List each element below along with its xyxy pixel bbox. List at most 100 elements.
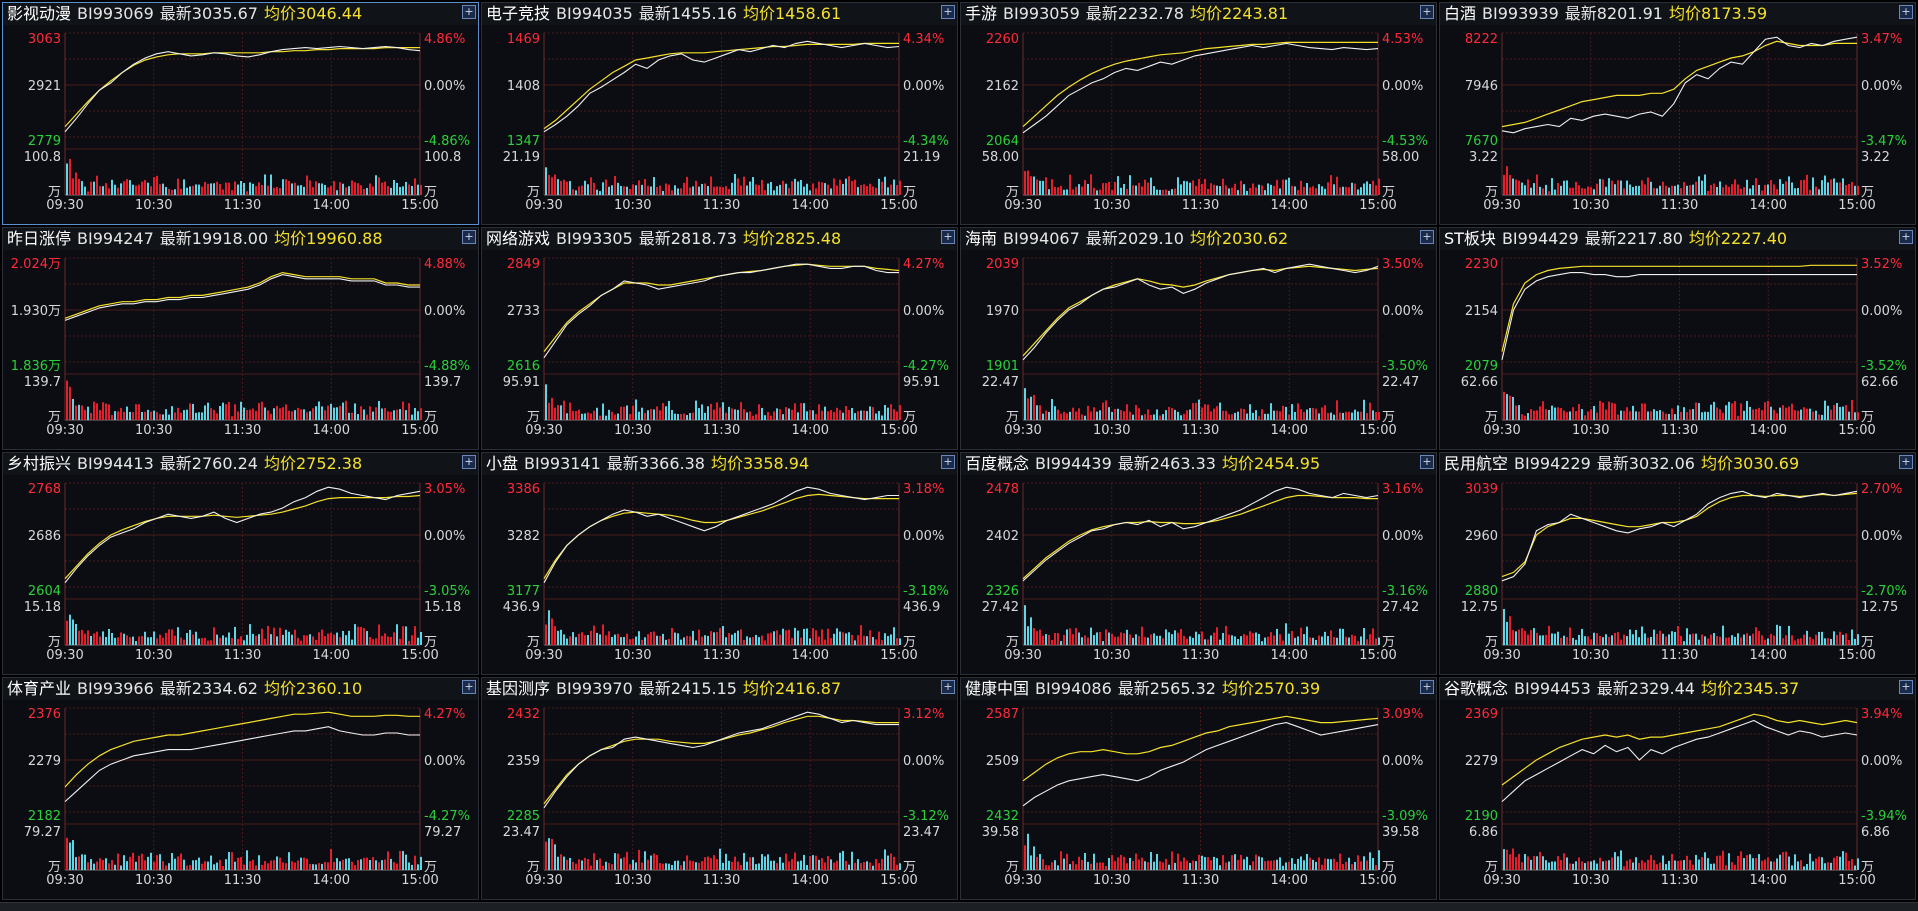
volume-bar bbox=[417, 637, 419, 645]
volume-bar bbox=[381, 636, 383, 645]
volume-bar bbox=[740, 402, 742, 420]
time-tick-label: 11:30 bbox=[1182, 648, 1219, 663]
expand-plus-icon[interactable]: + bbox=[1899, 5, 1913, 19]
volume-bar bbox=[1602, 637, 1604, 645]
volume-bar bbox=[839, 631, 841, 645]
volume-bar bbox=[1060, 413, 1062, 420]
expand-plus-icon[interactable]: + bbox=[941, 230, 955, 244]
sector-panel[interactable]: 手游 BI993059 最新2232.78 均价2243.81 +2260 2162 206… bbox=[960, 2, 1437, 225]
volume-max-label-right: 6.86 bbox=[1861, 825, 1890, 840]
sector-panel[interactable]: 小盘 BI993141 最新3366.38 均价3358.94 +3386 3282 317… bbox=[481, 452, 958, 675]
volume-bar bbox=[620, 185, 622, 195]
volume-bar bbox=[1345, 186, 1347, 195]
sector-panel[interactable]: 谷歌概念 BI994453 最新2329.44 均价2345.37 +2369 2279 2… bbox=[1439, 677, 1916, 900]
sector-panel[interactable]: 民用航空 BI994229 最新3032.06 均价3030.69 +3039 2960 2… bbox=[1439, 452, 1916, 675]
percent-base-label: 0.00% bbox=[424, 529, 465, 544]
expand-plus-icon[interactable]: + bbox=[462, 230, 476, 244]
expand-plus-icon[interactable]: + bbox=[462, 5, 476, 19]
volume-bar bbox=[656, 635, 658, 645]
time-tick-label: 14:00 bbox=[1750, 423, 1787, 438]
expand-plus-icon[interactable]: + bbox=[1899, 680, 1913, 694]
price-low-label: 2616 bbox=[507, 359, 540, 374]
volume-bar bbox=[1339, 628, 1341, 645]
volume-bar bbox=[1641, 403, 1643, 420]
panel-header: 民用航空 BI994229 最新3032.06 均价3030.69 bbox=[1440, 453, 1915, 475]
volume-bar bbox=[1249, 188, 1251, 195]
volume-unit-label: 万 bbox=[1485, 635, 1498, 650]
expand-plus-icon[interactable]: + bbox=[941, 680, 955, 694]
sector-panel[interactable]: 健康中国 BI994086 最新2565.32 均价2570.39 +2587 2509 2… bbox=[960, 677, 1437, 900]
volume-bar bbox=[342, 859, 344, 870]
sector-panel[interactable]: 白酒 BI993939 最新8201.91 均价8173.59 +8222 7946 767… bbox=[1439, 2, 1916, 225]
volume-bar bbox=[1081, 186, 1083, 195]
volume-bar bbox=[1785, 635, 1787, 645]
expand-plus-icon[interactable]: + bbox=[1420, 230, 1434, 244]
volume-bar bbox=[1842, 178, 1844, 195]
sector-panel[interactable]: 基因测序 BI993970 最新2415.15 均价2416.87 +2432 2359 2… bbox=[481, 677, 958, 900]
volume-bar bbox=[1548, 862, 1550, 870]
volume-bar bbox=[545, 841, 547, 870]
volume-bar bbox=[246, 850, 248, 870]
volume-bar bbox=[1620, 850, 1622, 870]
volume-bar bbox=[147, 637, 149, 645]
volume-bar bbox=[848, 864, 850, 870]
time-tick-label: 10:30 bbox=[135, 873, 172, 888]
volume-bar bbox=[653, 853, 655, 870]
volume-bar bbox=[1611, 402, 1613, 420]
volume-bar bbox=[1366, 639, 1368, 645]
volume-bar bbox=[1779, 625, 1781, 645]
sector-panel[interactable]: 乡村振兴 BI994413 最新2760.24 均价2752.38 +2768 2686 2… bbox=[2, 452, 479, 675]
sector-panel[interactable]: 网络游戏 BI993305 最新2818.73 均价2825.48 +2849 2733 2… bbox=[481, 227, 958, 450]
expand-plus-icon[interactable]: + bbox=[462, 680, 476, 694]
volume-bar bbox=[893, 627, 895, 645]
expand-plus-icon[interactable]: + bbox=[462, 455, 476, 469]
volume-bar bbox=[1129, 411, 1131, 420]
volume-bar bbox=[1815, 634, 1817, 645]
expand-plus-icon[interactable]: + bbox=[1899, 455, 1913, 469]
volume-bar bbox=[180, 853, 182, 870]
volume-bar bbox=[629, 864, 631, 870]
expand-plus-icon[interactable]: + bbox=[1420, 455, 1434, 469]
time-tick-label: 09:30 bbox=[46, 198, 83, 213]
volume-bar bbox=[671, 409, 673, 420]
expand-plus-icon[interactable]: + bbox=[1420, 680, 1434, 694]
time-tick-label: 10:30 bbox=[1572, 873, 1609, 888]
volume-bar bbox=[237, 638, 239, 645]
volume-bar bbox=[743, 409, 745, 420]
volume-bar bbox=[1590, 409, 1592, 420]
volume-bar bbox=[1183, 413, 1185, 420]
volume-bar bbox=[153, 861, 155, 870]
volume-bar bbox=[1842, 406, 1844, 420]
sector-panel[interactable]: 昨日涨停 BI994247 最新19918.00 均价19960.88 +2.024万 1… bbox=[2, 227, 479, 450]
volume-bar bbox=[1551, 633, 1553, 645]
expand-plus-icon[interactable]: + bbox=[1899, 230, 1913, 244]
volume-bar bbox=[806, 628, 808, 645]
time-tick-label: 10:30 bbox=[614, 873, 651, 888]
volume-bar bbox=[1081, 414, 1083, 420]
percent-base-label: 0.00% bbox=[424, 304, 465, 319]
expand-plus-icon[interactable]: + bbox=[1420, 5, 1434, 19]
volume-bar bbox=[153, 631, 155, 645]
volume-bar bbox=[1081, 637, 1083, 645]
sector-panel[interactable]: 电子竞技 BI994035 最新1455.16 均价1458.61 +1469 1408 1… bbox=[481, 2, 958, 225]
volume-bar bbox=[713, 855, 715, 870]
percent-base-label: 0.00% bbox=[1861, 754, 1902, 769]
volume-bar bbox=[264, 407, 266, 420]
time-tick-label: 14:00 bbox=[1271, 198, 1308, 213]
time-tick-label: 09:30 bbox=[525, 648, 562, 663]
sector-panel[interactable]: 海南 BI994067 最新2029.10 均价2030.62 +2039 1970 190… bbox=[960, 227, 1437, 450]
expand-plus-icon[interactable]: + bbox=[941, 455, 955, 469]
time-tick-label: 14:00 bbox=[313, 873, 350, 888]
sector-panel[interactable]: 影视动漫 BI993069 最新3035.67 均价3046.44 +3063 2921 2… bbox=[2, 2, 479, 225]
volume-bar bbox=[1674, 185, 1676, 195]
time-tick-label: 09:30 bbox=[1483, 423, 1520, 438]
expand-plus-icon[interactable]: + bbox=[941, 5, 955, 19]
volume-max-label: 139.7 bbox=[24, 375, 61, 390]
sector-panel[interactable]: ST板块 BI994429 最新2217.80 均价2227.40 +2230 2154 2… bbox=[1439, 227, 1916, 450]
volume-bar bbox=[1659, 630, 1661, 645]
volume-bar bbox=[1623, 410, 1625, 420]
volume-bar bbox=[1117, 636, 1119, 645]
volume-bar bbox=[69, 158, 71, 195]
sector-panel[interactable]: 百度概念 BI994439 最新2463.33 均价2454.95 +2478 2402 2… bbox=[960, 452, 1437, 675]
sector-panel[interactable]: 体育产业 BI993966 最新2334.62 均价2360.10 +2376 2279 2… bbox=[2, 677, 479, 900]
